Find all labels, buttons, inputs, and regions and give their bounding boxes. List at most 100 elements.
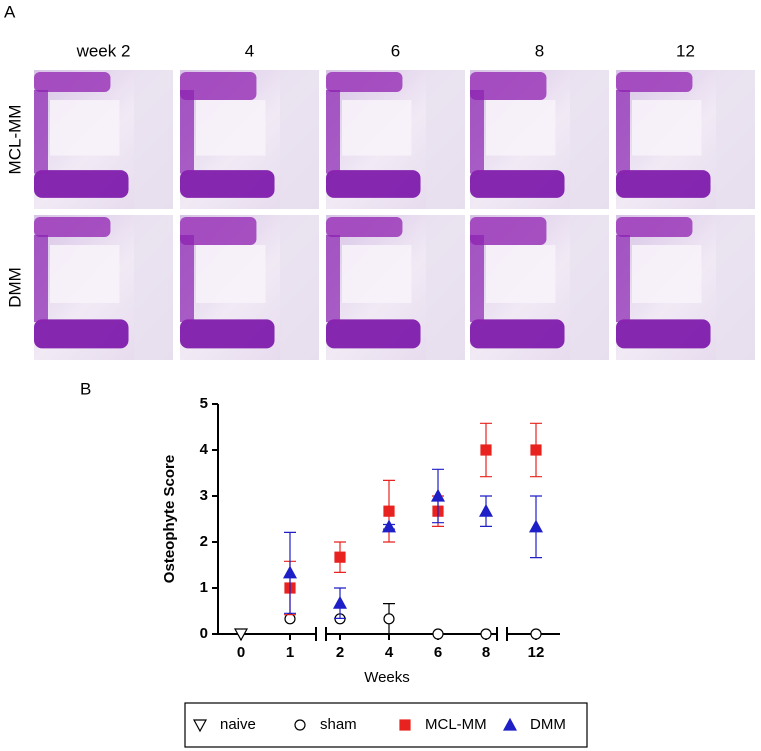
row-label: DMM (5, 267, 24, 308)
y-tick-label: 1 (200, 579, 208, 596)
cartilage-bottom (326, 170, 421, 198)
data-point (334, 551, 346, 563)
y-tick-label: 2 (200, 533, 208, 550)
column-label: 12 (676, 41, 695, 60)
cartilage-top (34, 72, 111, 92)
cartilage-top (326, 217, 403, 237)
marrow (486, 100, 556, 156)
data-point (528, 519, 544, 533)
marrow (196, 100, 266, 156)
marrow (342, 100, 412, 156)
legend-label: DMM (530, 716, 566, 733)
marrow (196, 245, 266, 303)
marrow (632, 100, 702, 156)
histology-image (180, 215, 319, 360)
bone-left (470, 90, 484, 174)
cartilage-top (470, 217, 547, 245)
soft-tissue (570, 215, 609, 360)
histology-image (326, 70, 465, 209)
data-point (332, 595, 348, 609)
bone-left (326, 90, 340, 174)
x-tick-label: 0 (237, 644, 245, 661)
data-point (381, 519, 397, 533)
y-tick-label: 5 (200, 395, 208, 412)
column-label: 4 (245, 41, 254, 60)
histology-image (180, 70, 319, 209)
data-point (282, 565, 298, 579)
legend-marker (399, 719, 411, 731)
x-axis-label: Weeks (364, 669, 410, 686)
marrow (486, 245, 556, 303)
cartilage-bottom (326, 319, 421, 349)
cartilage-bottom (34, 170, 129, 198)
x-tick-label: 12 (528, 644, 545, 661)
bone-left (34, 235, 48, 322)
histology-image (470, 215, 609, 360)
legend-marker (502, 717, 518, 731)
y-tick-label: 3 (200, 487, 208, 504)
cartilage-top (326, 72, 403, 92)
legend-marker (192, 719, 208, 733)
x-tick-label: 1 (286, 644, 294, 661)
row-label: MCL-MM (5, 105, 24, 175)
data-point (480, 444, 492, 456)
data-point (478, 503, 494, 517)
bone-left (326, 235, 340, 322)
x-tick-label: 4 (385, 644, 394, 661)
x-tick-label: 2 (336, 644, 344, 661)
data-point (430, 488, 446, 502)
marrow (632, 245, 702, 303)
histology-image (326, 215, 465, 360)
y-tick-label: 4 (200, 441, 209, 458)
soft-tissue (570, 70, 609, 209)
data-point (233, 628, 249, 642)
bone-left (616, 235, 630, 322)
legend-label: MCL-MM (425, 716, 487, 733)
bone-left (34, 90, 48, 174)
column-label: week 2 (76, 41, 131, 60)
histology-image (616, 70, 755, 209)
legend-box (184, 702, 588, 748)
data-point (383, 505, 395, 517)
cartilage-bottom (34, 319, 129, 349)
cartilage-bottom (470, 170, 565, 198)
data-point (383, 613, 395, 625)
y-axis-label: Osteophyte Score (161, 455, 178, 583)
x-tick-label: 6 (434, 644, 442, 661)
legend-marker (294, 719, 306, 731)
y-tick-label: 0 (200, 625, 208, 642)
marrow (342, 245, 412, 303)
legend-label: sham (320, 716, 357, 733)
soft-tissue (716, 70, 755, 209)
legend-label: naive (220, 716, 256, 733)
histology-image (34, 70, 173, 209)
soft-tissue (426, 215, 465, 360)
data-point (480, 628, 492, 640)
cartilage-bottom (470, 319, 565, 349)
soft-tissue (134, 70, 173, 209)
bone-left (180, 235, 194, 322)
marrow (50, 245, 120, 303)
cartilage-top (616, 72, 693, 92)
panel-label: A (4, 2, 16, 21)
soft-tissue (134, 215, 173, 360)
data-point (432, 628, 444, 640)
cartilage-bottom (180, 319, 275, 349)
data-point (530, 444, 542, 456)
cartilage-top (180, 72, 257, 100)
x-tick-label: 8 (482, 644, 490, 661)
data-point (284, 613, 296, 625)
cartilage-top (180, 217, 257, 245)
cartilage-bottom (616, 170, 711, 198)
panel-label: B (80, 379, 91, 398)
histology-image (616, 215, 755, 360)
cartilage-top (616, 217, 693, 237)
bone-left (470, 235, 484, 322)
soft-tissue (280, 215, 319, 360)
marrow (50, 100, 120, 156)
cartilage-bottom (180, 170, 275, 198)
cartilage-bottom (616, 319, 711, 349)
column-label: 8 (535, 41, 544, 60)
cartilage-top (470, 72, 547, 100)
